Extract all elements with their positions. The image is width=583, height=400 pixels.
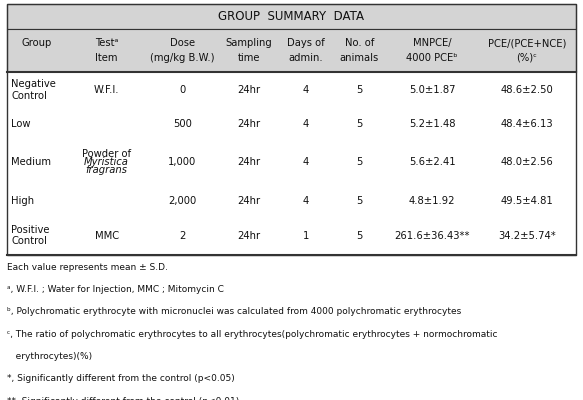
Bar [7,72,576,108]
Text: 0: 0 [180,85,185,95]
Text: Medium: Medium [11,157,51,167]
Text: admin.: admin. [289,53,323,63]
Text: High: High [11,196,34,206]
Text: Testᵃ: Testᵃ [95,38,118,48]
Text: 34.2±5.74*: 34.2±5.74* [498,230,556,240]
Text: 48.4±6.13: 48.4±6.13 [501,118,553,128]
Text: 5.6±2.41: 5.6±2.41 [409,157,455,167]
Text: 24hr: 24hr [237,85,261,95]
Text: 500: 500 [173,118,192,128]
Text: 24hr: 24hr [237,157,261,167]
Text: 5: 5 [356,196,363,206]
Bar [7,139,576,185]
Text: 4000 PCEᵇ: 4000 PCEᵇ [406,53,458,63]
Text: Dose: Dose [170,38,195,48]
Text: Myristica: Myristica [84,157,129,167]
Text: W.F.I.: W.F.I. [94,85,120,95]
Text: (mg/kg B.W.): (mg/kg B.W.) [150,53,215,63]
Text: **, Significantly different from the control (p<0.01): **, Significantly different from the con… [7,396,239,400]
Text: 24hr: 24hr [237,118,261,128]
Text: Item: Item [96,53,118,63]
Text: Powder of: Powder of [82,149,131,159]
Text: animals: animals [340,53,379,63]
Text: 5: 5 [356,118,363,128]
Text: Group: Group [22,38,52,48]
Text: Sampling: Sampling [226,38,272,48]
Text: ᶜ, The ratio of polychromatic erythrocytes to all erythrocytes(polychromatic ery: ᶜ, The ratio of polychromatic erythrocyt… [7,330,497,339]
Text: Negative
Control: Negative Control [11,79,56,101]
Text: erythrocytes)(%): erythrocytes)(%) [7,352,92,361]
Text: Each value represents mean ± S.D.: Each value represents mean ± S.D. [7,263,168,272]
Text: ᵇ, Polychromatic erythrocyte with micronuclei was calculated from 4000 polychrom: ᵇ, Polychromatic erythrocyte with micron… [7,307,461,316]
Text: Days of: Days of [287,38,325,48]
Bar [7,4,576,29]
Text: MMC: MMC [94,230,118,240]
Text: 4: 4 [303,118,309,128]
Text: 24hr: 24hr [237,196,261,206]
Text: 4.8±1.92: 4.8±1.92 [409,196,455,206]
Text: 49.5±4.81: 49.5±4.81 [501,196,553,206]
Text: 1: 1 [303,230,309,240]
Text: 5: 5 [356,230,363,240]
Text: *, Significantly different from the control (p<0.05): *, Significantly different from the cont… [7,374,235,383]
Text: 4: 4 [303,85,309,95]
Bar [7,216,576,255]
Text: time: time [238,53,260,63]
Text: 2,000: 2,000 [168,196,196,206]
Text: 5.0±1.87: 5.0±1.87 [409,85,455,95]
Text: 24hr: 24hr [237,230,261,240]
Text: 48.0±2.56: 48.0±2.56 [501,157,553,167]
Text: 5.2±1.48: 5.2±1.48 [409,118,455,128]
Text: (%)ᶜ: (%)ᶜ [517,53,538,63]
Text: ᵃ, W.F.I. ; Water for Injection, MMC ; Mitomycin C: ᵃ, W.F.I. ; Water for Injection, MMC ; M… [7,285,224,294]
Bar [7,108,576,139]
Bar [7,185,576,216]
Text: 261.6±36.43**: 261.6±36.43** [395,230,470,240]
Text: 5: 5 [356,157,363,167]
Text: MNPCE/: MNPCE/ [413,38,451,48]
Text: 1,000: 1,000 [168,157,196,167]
Text: PCE/(PCE+NCE): PCE/(PCE+NCE) [488,38,566,48]
Text: No. of: No. of [345,38,374,48]
Text: Positive
Control: Positive Control [11,225,50,246]
Bar [7,4,576,255]
Text: 4: 4 [303,196,309,206]
Text: Low: Low [11,118,30,128]
Text: 2: 2 [179,230,185,240]
Bar [7,29,576,72]
Text: 4: 4 [303,157,309,167]
Text: GROUP  SUMMARY  DATA: GROUP SUMMARY DATA [219,10,364,23]
Text: 48.6±2.50: 48.6±2.50 [501,85,553,95]
Text: 5: 5 [356,85,363,95]
Text: fragrans: fragrans [86,165,128,175]
